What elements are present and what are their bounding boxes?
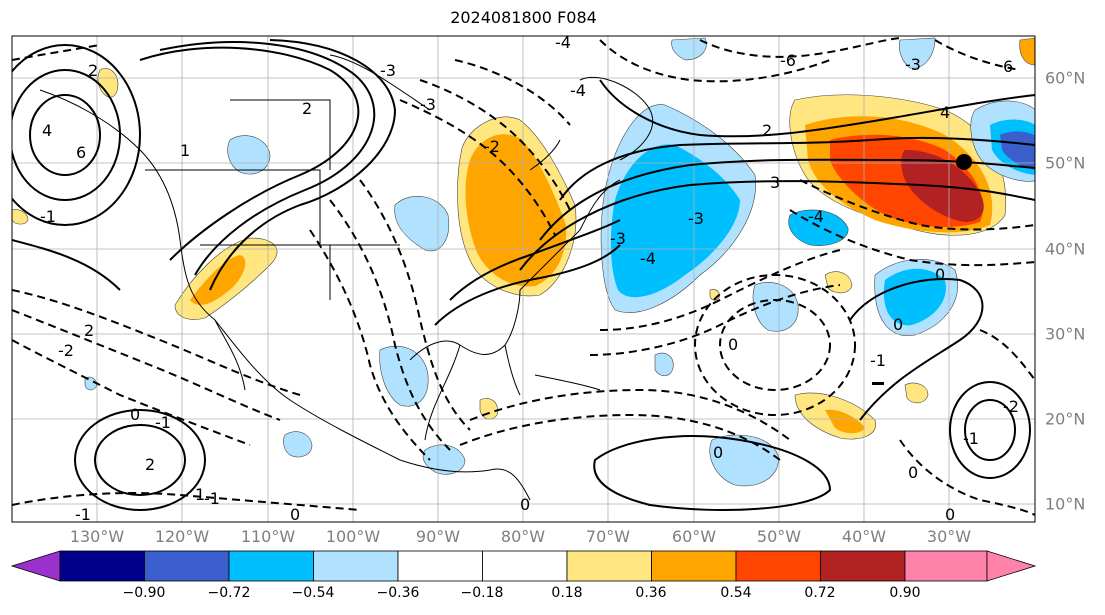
contour-label: -4: [808, 207, 824, 226]
lon-label: 60°W: [671, 527, 717, 546]
contour-label: -3: [610, 229, 626, 248]
contour-label: 0: [290, 505, 300, 524]
contour-label: 0: [908, 463, 918, 482]
graticule: [12, 36, 1035, 522]
contour-label: -3: [905, 55, 921, 74]
contour-label: 3: [770, 173, 780, 192]
lon-label: 80°W: [500, 527, 546, 546]
contour-label: 1: [180, 141, 190, 160]
contour-label: -3: [420, 95, 436, 114]
contour-label: 6: [76, 143, 86, 162]
contour-labels: 2 4 6 2 1 -1 2 -2 -3 -4 -3 -4 -6 4 2 3 -…: [40, 33, 1019, 524]
colorbar-tick: 0.54: [720, 585, 752, 601]
contours-positive: [12, 39, 1035, 511]
colorbar-tick: −0.54: [291, 585, 335, 601]
colorbar-tick: 0.18: [551, 585, 583, 601]
contour-label: -1: [870, 351, 886, 370]
contour-label: -6: [780, 51, 796, 70]
lon-label: 50°W: [756, 527, 802, 546]
contour-label: -1: [40, 207, 56, 226]
contour-label: -3: [380, 61, 396, 80]
lon-label: 110°W: [240, 527, 296, 546]
colorbar-tick: −0.18: [460, 585, 504, 601]
contour-label: 6: [1003, 57, 1013, 76]
lat-label: 10°N: [1045, 494, 1086, 514]
map-title: 2024081800 F084: [450, 8, 597, 27]
contour-label: -2: [1003, 397, 1019, 416]
contours-negative: [12, 37, 1035, 516]
lat-label: 20°N: [1045, 409, 1086, 429]
contour-label: 0: [728, 335, 738, 354]
lat-label: 40°N: [1045, 239, 1086, 259]
contour-label: 2: [145, 455, 155, 474]
colorbar-bin: [735, 550, 821, 582]
colorbar-extend-low: [10, 550, 61, 582]
lon-label: 70°W: [585, 527, 631, 546]
contour-label: 4: [940, 103, 950, 122]
colorbar-tick: 0.36: [635, 585, 667, 601]
colorbar-bin: [820, 550, 906, 582]
colorbar-bin: [228, 550, 314, 582]
contour-label: -1: [155, 413, 171, 432]
colorbar-bin: [904, 550, 988, 582]
lon-label: 100°W: [325, 527, 381, 546]
lon-label: 120°W: [154, 527, 210, 546]
colorbar-tick: 0.90: [889, 585, 921, 601]
colorbar-bin: [313, 550, 399, 582]
colorbar-bin: [482, 550, 568, 582]
lat-label: 30°N: [1045, 324, 1086, 344]
contour-label: -2: [58, 341, 74, 360]
contour-label: 2: [302, 99, 312, 118]
lat-label: 50°N: [1045, 153, 1086, 173]
colorbar-tick: 0.72: [804, 585, 836, 601]
contour-label: 2: [84, 321, 94, 340]
colorbar: [10, 550, 1037, 582]
colorbar-tick: −0.36: [376, 585, 420, 601]
colorbar-bin: [397, 550, 483, 582]
contour-label: -1: [204, 489, 220, 508]
colorbar-bin: [651, 550, 737, 582]
colorbar-bin: [59, 550, 145, 582]
contour-label: 0: [893, 315, 903, 334]
contour-label: 1: [195, 485, 205, 504]
contour-label: -4: [570, 81, 586, 100]
contour-label: -2: [484, 137, 500, 156]
colorbar-bin: [566, 550, 652, 582]
contour-label: 0: [520, 495, 530, 514]
contour-label: 0: [945, 505, 955, 524]
colorbar-extend-high: [986, 550, 1037, 582]
colorbar-bin: [144, 550, 230, 582]
contour-label: 0: [130, 405, 140, 424]
contour-label: 4: [42, 121, 52, 140]
cyclone-center-marker: [956, 154, 972, 170]
contour-label: 0: [935, 265, 945, 284]
lon-label: 90°W: [415, 527, 461, 546]
lon-label: 40°W: [841, 527, 887, 546]
contour-label: -1: [75, 505, 91, 524]
lat-label: 60°N: [1045, 68, 1086, 88]
contour-label: 2: [762, 121, 772, 140]
colorbar-tick: −0.90: [122, 585, 166, 601]
contour-label: -4: [555, 33, 571, 52]
contour-label: 0: [713, 443, 723, 462]
minor-marker: [872, 382, 884, 385]
colorbar-tick: −0.72: [207, 585, 251, 601]
lon-label: 30°W: [926, 527, 972, 546]
contour-label: -1: [963, 429, 979, 448]
contour-label: 2: [88, 61, 98, 80]
lon-label: 130°W: [69, 527, 125, 546]
map-frame: [11, 35, 1036, 523]
contour-label: -4: [640, 249, 656, 268]
contour-label: -3: [688, 209, 704, 228]
